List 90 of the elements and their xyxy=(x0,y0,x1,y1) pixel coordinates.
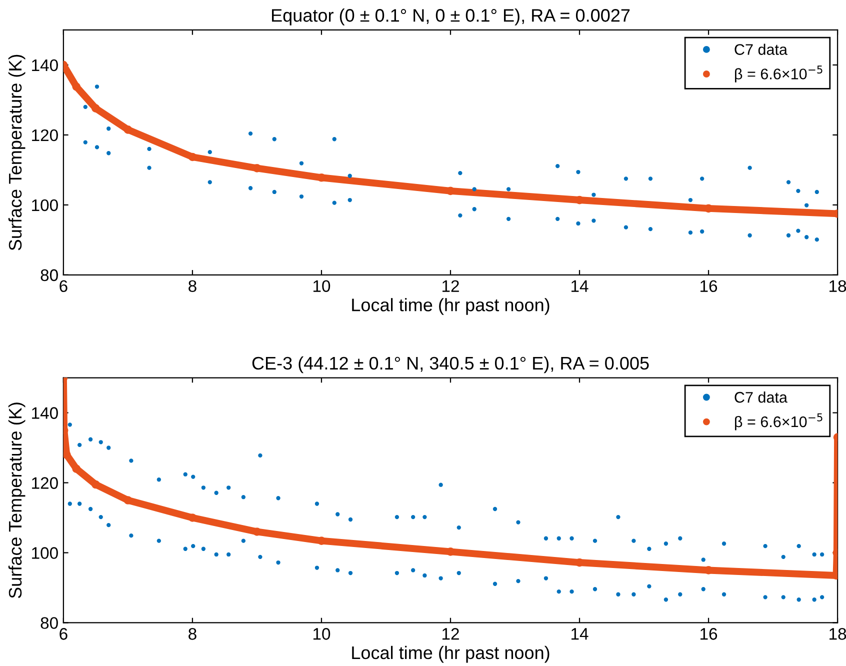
point xyxy=(272,137,276,142)
x-axis-title: Local time (hr past noon) xyxy=(352,298,550,315)
point xyxy=(814,237,819,242)
point xyxy=(592,218,596,223)
point xyxy=(804,235,809,240)
point xyxy=(332,200,336,205)
point xyxy=(796,228,800,233)
point xyxy=(332,137,336,142)
point xyxy=(786,233,791,238)
point xyxy=(147,166,152,170)
point xyxy=(624,225,628,230)
point xyxy=(272,190,276,194)
point xyxy=(124,496,132,504)
chart-title: Equator (0 ± 0.1° N, 0 ± 0.1° E), RA = 0.0027 xyxy=(272,8,630,26)
point xyxy=(648,226,653,232)
chart-title: CE-3 (44.12 ± 0.1° N, 340.5 ± 0.1° E), RA = 0.005 xyxy=(252,356,649,374)
point xyxy=(83,140,88,144)
point xyxy=(147,146,152,152)
point xyxy=(106,126,111,131)
point xyxy=(248,186,253,190)
x-tick-label: 14 xyxy=(572,628,588,640)
y-axis-title: Surface Temperature (K) xyxy=(8,54,26,250)
point xyxy=(106,151,111,156)
x-tick-label: 6 xyxy=(60,280,68,292)
point xyxy=(576,221,580,226)
y-tick-label: 140 xyxy=(32,59,58,72)
point xyxy=(208,150,212,154)
x-tick-label: 16 xyxy=(700,628,718,640)
point xyxy=(804,203,809,208)
point xyxy=(796,188,800,194)
point xyxy=(72,82,81,91)
x-tick-label: 6 xyxy=(60,628,68,640)
point xyxy=(83,104,88,110)
point xyxy=(700,229,704,234)
legend-label: C7 data xyxy=(734,392,788,403)
point xyxy=(555,216,560,222)
point xyxy=(472,207,476,212)
point xyxy=(506,187,511,192)
point xyxy=(208,180,212,184)
y-tick-label: 140 xyxy=(32,407,58,419)
y-tick-label: 100 xyxy=(32,199,58,212)
point xyxy=(555,164,560,168)
point xyxy=(472,187,476,192)
y-tick-label: 100 xyxy=(32,547,58,559)
point xyxy=(94,145,100,150)
x-tick-label: 18 xyxy=(830,280,846,292)
point xyxy=(92,480,100,489)
x-axis-title: Local time (hr past noon) xyxy=(352,646,550,663)
point xyxy=(576,170,580,174)
x-tick-label: 8 xyxy=(188,280,196,292)
legend-label: β = 6.6×10$^{−5}$ xyxy=(735,413,822,430)
point xyxy=(63,450,71,459)
point xyxy=(299,161,304,166)
point xyxy=(814,190,819,194)
y-axis-title: Surface Temperature (K) xyxy=(8,402,26,598)
point xyxy=(506,216,511,222)
legend-label: C7 data xyxy=(734,44,788,55)
point xyxy=(624,176,628,181)
point xyxy=(92,104,100,113)
y-tick-label: 80 xyxy=(40,617,58,629)
point xyxy=(786,180,791,184)
x-tick-label: 10 xyxy=(313,628,330,640)
x-tick-label: 18 xyxy=(830,628,846,640)
x-tick-label: 8 xyxy=(188,628,196,640)
x-tick-label: 10 xyxy=(313,280,330,292)
legend-label: β = 6.6×10$^{−5}$ xyxy=(735,66,822,82)
point xyxy=(348,174,352,178)
point xyxy=(458,213,462,218)
point xyxy=(248,131,253,136)
point xyxy=(348,198,352,202)
point xyxy=(688,230,693,235)
point xyxy=(94,84,100,89)
y-tick-label: 120 xyxy=(32,477,58,489)
x-tick-label: 14 xyxy=(572,280,588,292)
x-tick-label: 12 xyxy=(442,280,459,292)
point xyxy=(458,171,462,176)
point xyxy=(188,152,197,162)
x-tick-label: 16 xyxy=(700,280,718,292)
point xyxy=(748,166,752,170)
x-tick-label: 12 xyxy=(442,628,459,640)
point xyxy=(299,194,304,199)
y-tick-label: 120 xyxy=(32,129,58,142)
point xyxy=(72,464,81,473)
point xyxy=(748,233,752,238)
point xyxy=(700,176,704,181)
point xyxy=(648,176,653,181)
point xyxy=(592,192,596,197)
y-tick-label: 80 xyxy=(40,269,58,282)
point xyxy=(124,126,132,134)
point xyxy=(688,198,693,202)
